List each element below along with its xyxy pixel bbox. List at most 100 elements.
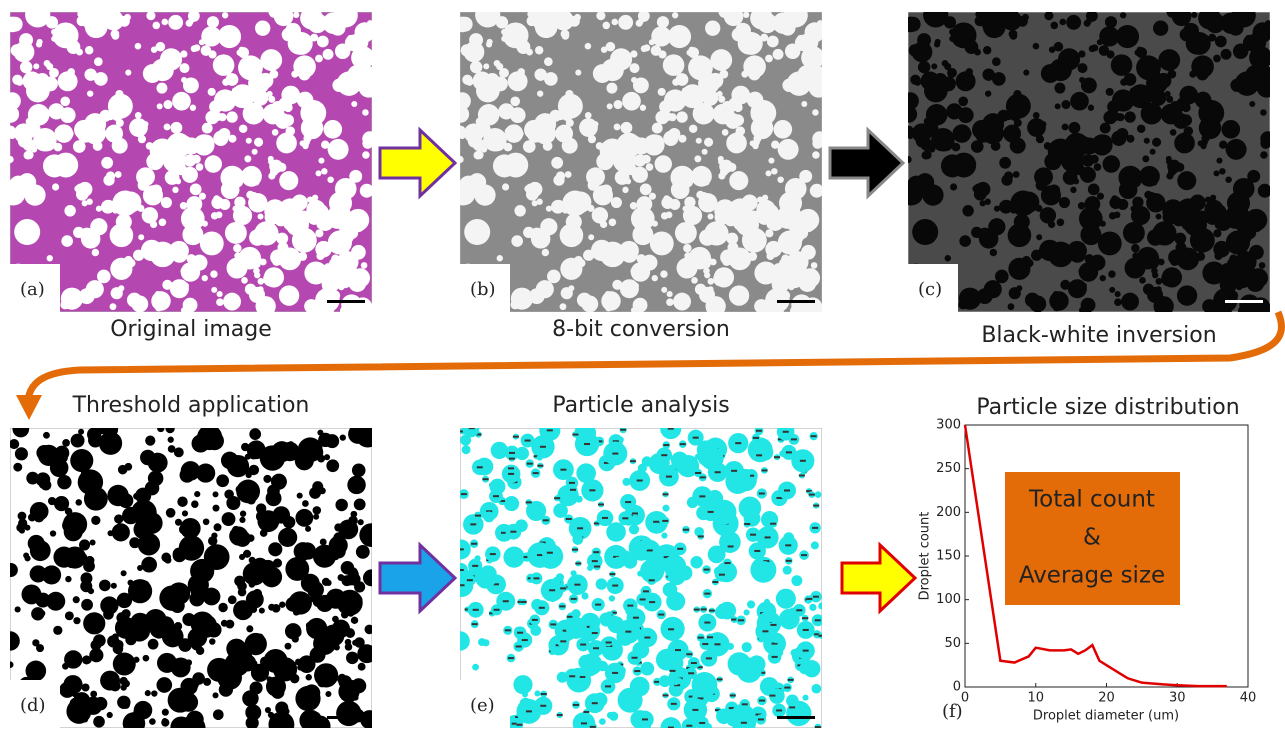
droplet — [66, 40, 81, 54]
arrow — [828, 126, 906, 200]
droplet — [630, 50, 638, 58]
droplet — [674, 221, 697, 244]
droplet-center — [533, 577, 540, 580]
droplet — [285, 212, 309, 237]
droplet — [293, 609, 300, 616]
droplet — [750, 69, 758, 77]
droplet-center — [761, 469, 768, 472]
droplet — [33, 63, 40, 70]
droplet-center — [610, 611, 617, 614]
droplet — [574, 255, 583, 265]
droplet — [337, 227, 355, 245]
droplet — [1136, 55, 1161, 81]
droplet — [672, 678, 680, 686]
droplet — [190, 585, 202, 597]
droplet — [760, 33, 769, 42]
x-tick-label: 0 — [961, 691, 969, 706]
droplet — [705, 20, 721, 36]
droplet — [248, 556, 256, 564]
droplet — [201, 274, 208, 282]
droplet — [25, 12, 51, 28]
droplet — [359, 523, 372, 547]
droplet — [1247, 169, 1261, 183]
droplet — [732, 114, 745, 127]
droplet — [10, 16, 23, 32]
droplet — [93, 715, 105, 728]
droplet — [1080, 297, 1096, 312]
droplet — [802, 694, 809, 701]
droplet — [1093, 163, 1102, 171]
droplet — [914, 78, 922, 86]
droplet — [1108, 270, 1116, 278]
droplet — [318, 157, 325, 164]
droplet — [202, 587, 221, 606]
droplet — [465, 428, 478, 435]
droplet — [167, 436, 174, 443]
droplet-center — [705, 657, 712, 660]
droplet — [349, 169, 363, 183]
droplet — [46, 63, 54, 71]
droplet-center — [714, 709, 721, 712]
droplet — [114, 616, 137, 639]
droplet-center — [750, 533, 757, 536]
droplet — [168, 14, 184, 30]
droplet — [122, 506, 140, 525]
droplet — [1205, 13, 1226, 34]
chart-title: Particle size distribution — [976, 395, 1239, 420]
droplet — [285, 22, 301, 39]
droplet — [317, 678, 327, 688]
droplet — [10, 631, 20, 651]
droplet — [699, 229, 716, 246]
arrow — [24, 310, 1285, 401]
droplet — [743, 609, 750, 616]
droplet — [257, 213, 264, 220]
droplet — [545, 205, 553, 212]
droplet — [249, 428, 262, 440]
droplet — [1060, 149, 1084, 173]
droplet — [163, 100, 173, 110]
droplet — [688, 55, 713, 81]
droplet — [334, 177, 357, 200]
droplet — [683, 244, 692, 253]
droplet — [748, 251, 758, 261]
droplet — [622, 554, 638, 569]
droplet-center — [716, 678, 723, 681]
droplet — [731, 85, 751, 105]
droplet — [1226, 275, 1235, 284]
droplet — [191, 154, 201, 164]
droplet-center — [727, 545, 734, 548]
droplet — [216, 474, 230, 488]
droplet — [606, 103, 613, 110]
droplet — [213, 523, 222, 532]
droplet — [543, 72, 558, 86]
droplet — [228, 134, 237, 143]
arrow — [378, 541, 458, 615]
droplet — [51, 28, 58, 35]
micrograph: (b) — [460, 12, 822, 312]
droplet — [728, 285, 750, 306]
droplet — [325, 434, 340, 449]
droplet — [224, 221, 247, 244]
x-tick-label: 10 — [1027, 691, 1044, 706]
droplet-center — [688, 695, 695, 698]
droplet-center — [662, 519, 669, 522]
droplet — [238, 124, 248, 133]
droplet — [342, 679, 360, 698]
droplet — [1099, 122, 1111, 134]
droplet — [53, 496, 70, 512]
droplet — [175, 178, 182, 185]
droplet — [660, 428, 682, 440]
droplet-center — [594, 565, 601, 568]
droplet — [1068, 121, 1081, 134]
droplet — [1180, 114, 1193, 127]
droplet-center — [509, 451, 516, 454]
droplet — [157, 428, 165, 433]
droplet-center — [668, 628, 675, 631]
droplet — [105, 171, 116, 181]
droplet — [88, 474, 96, 483]
droplet-center — [566, 615, 573, 618]
droplet — [1056, 218, 1065, 227]
droplet-center — [593, 647, 600, 650]
droplet — [462, 176, 469, 183]
droplet — [1083, 19, 1091, 27]
